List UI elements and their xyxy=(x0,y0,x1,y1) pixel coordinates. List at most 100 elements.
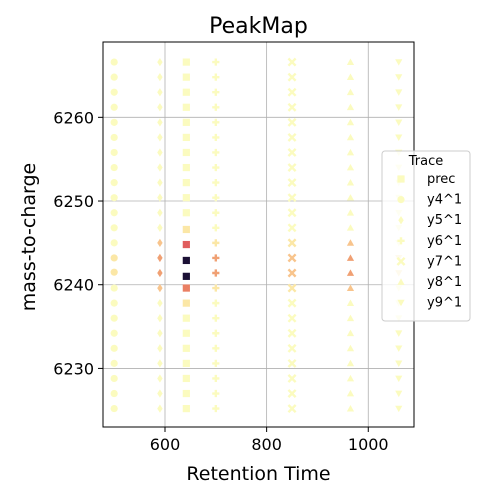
data-point xyxy=(212,359,220,367)
x-axis-label: Retention Time xyxy=(186,463,330,485)
data-point xyxy=(287,313,297,323)
legend-marker xyxy=(397,196,405,204)
data-point-highlight xyxy=(157,283,163,293)
data-point xyxy=(287,374,297,383)
data-point xyxy=(212,374,220,383)
series-y5^1 xyxy=(157,57,163,413)
data-point xyxy=(287,148,297,157)
data-point-highlight xyxy=(182,284,190,292)
data-point xyxy=(287,404,297,414)
data-point xyxy=(110,133,118,142)
data-point xyxy=(157,404,163,413)
data-point xyxy=(157,223,163,232)
data-point xyxy=(110,374,118,383)
data-point xyxy=(287,298,297,308)
series-y6^1 xyxy=(212,58,220,413)
data-point xyxy=(157,118,163,127)
data-point-highlight xyxy=(346,269,355,276)
data-point-highlight xyxy=(287,268,297,278)
data-point xyxy=(110,329,118,337)
data-point-highlight xyxy=(212,254,220,262)
data-point xyxy=(346,163,355,171)
legend-marker xyxy=(397,299,405,307)
data-point-highlight xyxy=(110,268,118,276)
data-point-highlight xyxy=(182,225,190,234)
legend-entry: y9^1 xyxy=(397,296,462,311)
data-point xyxy=(287,223,297,233)
data-point xyxy=(110,314,118,322)
data-point xyxy=(346,133,355,141)
data-point xyxy=(287,208,297,218)
data-point xyxy=(287,358,297,368)
data-point xyxy=(346,148,355,156)
legend-entry: y4^1 xyxy=(397,193,462,208)
data-point xyxy=(287,389,297,398)
data-point-highlight xyxy=(287,238,297,248)
data-point-highlight xyxy=(212,284,220,292)
y-tick-label: 6260 xyxy=(53,108,94,127)
data-point xyxy=(212,73,220,81)
data-point xyxy=(395,89,403,96)
x-tick-label: 600 xyxy=(150,435,181,454)
series-y4^1 xyxy=(110,58,118,413)
y-axis-ticks: 6230 6240 6250 6260 xyxy=(53,108,103,378)
y-axis-label: mass-to-charge xyxy=(18,163,40,311)
data-point xyxy=(212,148,220,157)
data-point xyxy=(395,390,403,398)
data-point xyxy=(395,104,403,111)
data-point xyxy=(395,375,403,383)
legend-entries: prec y4^1 y5^1 y6^1 y7^1 y8^1 y9^1 xyxy=(396,172,462,311)
data-point xyxy=(287,343,297,353)
legend-marker xyxy=(397,175,405,183)
data-point xyxy=(395,330,403,337)
data-point xyxy=(110,359,118,367)
legend-marker xyxy=(397,237,405,245)
data-point xyxy=(212,404,220,413)
data-point xyxy=(182,73,190,81)
data-point xyxy=(182,58,190,66)
data-point xyxy=(182,88,190,96)
x-tick-label: 800 xyxy=(251,435,282,454)
data-point xyxy=(182,118,190,126)
legend-box xyxy=(381,150,471,322)
data-point xyxy=(287,102,297,112)
data-point xyxy=(346,103,355,111)
series-y7^1 xyxy=(287,57,297,414)
data-point xyxy=(157,133,163,142)
data-point xyxy=(346,359,355,367)
data-point-highlight xyxy=(157,268,163,278)
data-point xyxy=(182,404,190,413)
data-point xyxy=(212,58,220,66)
data-point xyxy=(395,59,403,66)
y-tick-label: 6240 xyxy=(53,276,94,295)
data-point xyxy=(346,194,355,201)
data-point xyxy=(157,178,163,187)
data-point-highlight xyxy=(346,239,355,246)
data-point-highlight xyxy=(157,238,163,248)
data-point xyxy=(182,329,190,337)
data-point-highlight xyxy=(287,253,297,263)
legend-entry: y6^1 xyxy=(397,234,462,249)
data-point xyxy=(157,163,163,172)
data-point xyxy=(182,194,190,202)
legend: Trace prec y4^1 y5^1 y6^1 y7^1 y8^1 y9^1 xyxy=(381,150,471,322)
data-point xyxy=(110,163,118,172)
data-point xyxy=(212,344,220,352)
data-point-highlight xyxy=(182,240,190,249)
data-point xyxy=(157,57,163,67)
data-point xyxy=(110,194,118,202)
data-point xyxy=(212,224,220,232)
data-point xyxy=(182,314,190,322)
data-point xyxy=(395,119,403,126)
data-point xyxy=(346,118,355,126)
legend-marker xyxy=(397,278,405,285)
data-point xyxy=(287,132,297,142)
data-point xyxy=(287,178,297,188)
data-point-highlight xyxy=(346,254,355,261)
data-point xyxy=(346,314,355,322)
legend-entry: prec xyxy=(397,172,455,187)
data-point xyxy=(212,329,220,337)
data-point xyxy=(212,314,220,322)
data-point xyxy=(182,344,190,352)
